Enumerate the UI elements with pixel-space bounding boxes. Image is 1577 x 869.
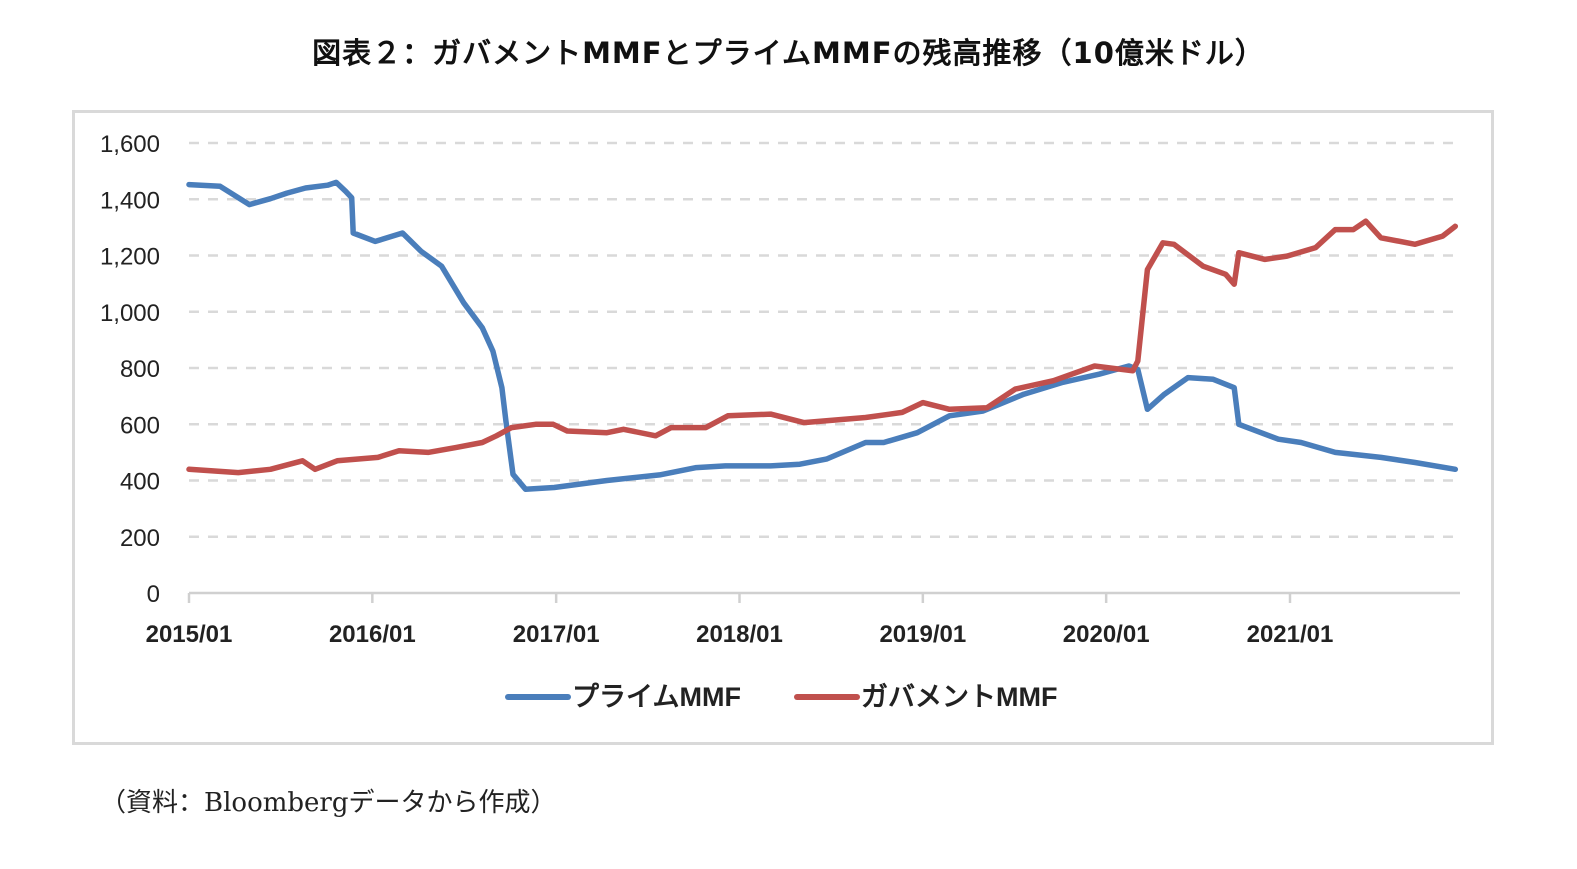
gridlines [189, 141, 1460, 538]
series-line-0 [186, 179, 1459, 492]
axes: 0 200 400 600 800 1,000 1,200 1,400 1,600 2015/01… [100, 131, 1460, 648]
y-tick-label: 1,600 [100, 131, 160, 158]
x-tick-label: 2021/01 [1247, 621, 1334, 648]
x-tick-label: 2020/01 [1063, 621, 1150, 648]
x-tick-label: 2019/01 [879, 621, 966, 648]
y-tick-label: 200 [120, 525, 160, 552]
chart-title: 図表２：ガバメントMMFとプライムMMFの残高推移（10億米ドル） [312, 36, 1265, 70]
y-tick-label: 600 [120, 412, 160, 439]
source-note: （資料：Bloombergデータから作成） [100, 788, 557, 818]
legend-label-1: ガバメントMMF [861, 682, 1057, 712]
y-tick-label: 0 [147, 581, 160, 608]
x-tick-label: 2016/01 [329, 621, 416, 648]
y-tick-label: 1,200 [100, 244, 160, 271]
chart-frame [72, 110, 1494, 745]
x-tick-label: 2017/01 [513, 621, 600, 648]
y-tick-label: 800 [120, 356, 160, 383]
y-tick-label: 1,400 [100, 187, 160, 214]
legend-label-0: プライムMMF [572, 682, 741, 712]
series-line-1 [186, 218, 1459, 476]
x-tick-label: 2018/01 [696, 621, 783, 648]
legend: プライムMMF ガバメントMMF [505, 682, 1057, 712]
x-tick-label: 2015/01 [146, 621, 233, 648]
series-lines [186, 179, 1459, 492]
y-tick-label: 400 [120, 469, 160, 496]
y-tick-label: 1,000 [100, 300, 160, 327]
